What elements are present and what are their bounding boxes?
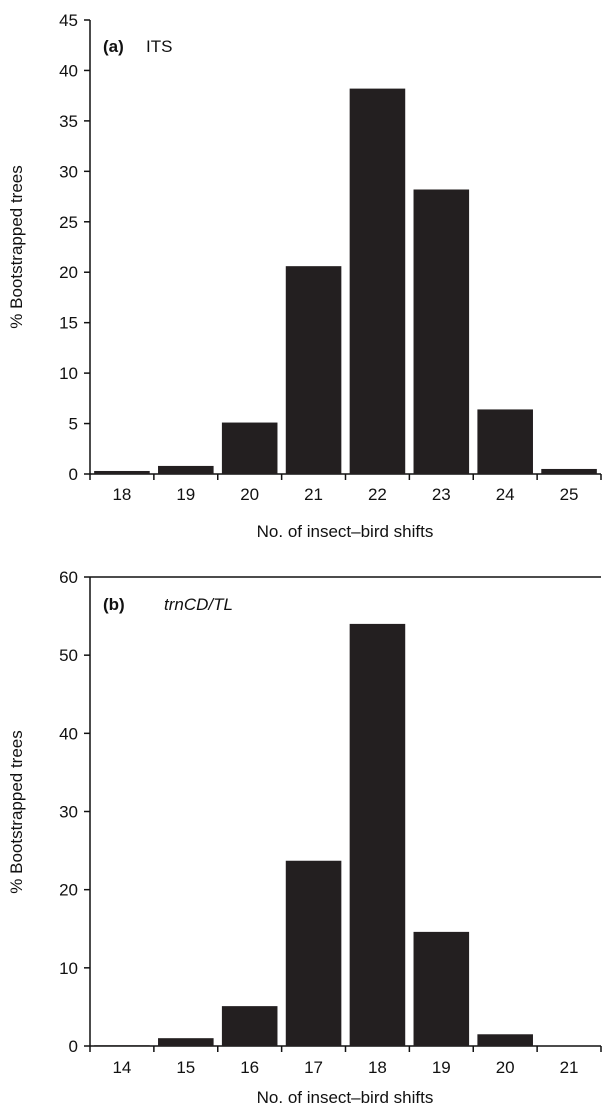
bar xyxy=(349,88,406,475)
y-tick-label: 10 xyxy=(59,959,78,978)
y-tick-label: 30 xyxy=(59,803,78,822)
panel-b: (b) trnCD/TL No. of insect–bird shifts %… xyxy=(7,568,602,1107)
bar xyxy=(413,931,470,1046)
y-tick-label: 40 xyxy=(59,724,78,743)
x-tick-label: 24 xyxy=(496,485,515,504)
x-tick-label: 17 xyxy=(304,1058,323,1077)
x-tick-label: 15 xyxy=(176,1058,195,1077)
bar xyxy=(477,409,533,474)
x-tick-label: 18 xyxy=(112,485,131,504)
bar xyxy=(158,1038,214,1046)
panel-name: trnCD/TL xyxy=(164,595,233,614)
x-tick-label: 14 xyxy=(112,1058,131,1077)
bar xyxy=(221,1006,278,1046)
x-ticks: 18 19 20 21 22 23 24 25 xyxy=(89,474,602,504)
y-tick-label: 40 xyxy=(59,61,78,80)
y-tick-label: 5 xyxy=(69,415,78,434)
y-axis-title: % Bootstrapped trees xyxy=(7,730,26,893)
x-tick-label: 21 xyxy=(560,1058,579,1077)
bar xyxy=(94,470,150,474)
y-tick-label: 25 xyxy=(59,213,78,232)
y-tick-label: 35 xyxy=(59,112,78,131)
x-ticks: 14 15 16 17 18 19 20 21 xyxy=(89,1046,602,1077)
bar xyxy=(413,189,470,474)
y-ticks: 0 5 10 15 20 25 30 35 40 45 xyxy=(59,11,90,484)
bar xyxy=(221,422,278,474)
bar xyxy=(285,860,342,1046)
y-tick-label: 60 xyxy=(59,568,78,587)
panel-a: (a) ITS No. of insect–bird shifts % Boot… xyxy=(7,11,602,541)
panel-letter: (a) xyxy=(103,37,124,56)
y-ticks: 0 10 20 30 40 50 60 xyxy=(59,568,90,1056)
x-tick-label: 18 xyxy=(368,1058,387,1077)
bar xyxy=(94,1045,150,1046)
x-axis-title: No. of insect–bird shifts xyxy=(257,1088,434,1107)
y-axis-title: % Bootstrapped trees xyxy=(7,165,26,328)
x-tick-label: 16 xyxy=(240,1058,259,1077)
bar xyxy=(349,623,406,1046)
x-tick-label: 21 xyxy=(304,485,323,504)
bar xyxy=(158,465,214,474)
bar xyxy=(285,266,342,474)
y-tick-label: 45 xyxy=(59,11,78,30)
y-tick-label: 30 xyxy=(59,162,78,181)
bar xyxy=(541,468,597,474)
panel-letter: (b) xyxy=(103,595,125,614)
y-tick-label: 15 xyxy=(59,314,78,333)
panel-name: ITS xyxy=(146,37,172,56)
x-tick-label: 19 xyxy=(176,485,195,504)
y-tick-label: 50 xyxy=(59,646,78,665)
bar xyxy=(477,1034,533,1046)
x-tick-label: 20 xyxy=(496,1058,515,1077)
y-tick-label: 20 xyxy=(59,881,78,900)
bar-series xyxy=(94,88,597,475)
bar-series xyxy=(94,623,533,1046)
y-tick-label: 0 xyxy=(69,1037,78,1056)
y-tick-label: 10 xyxy=(59,364,78,383)
x-tick-label: 23 xyxy=(432,485,451,504)
x-tick-label: 20 xyxy=(240,485,259,504)
x-axis-title: No. of insect–bird shifts xyxy=(257,522,434,541)
x-tick-label: 19 xyxy=(432,1058,451,1077)
y-tick-label: 0 xyxy=(69,465,78,484)
y-tick-label: 20 xyxy=(59,263,78,282)
x-tick-label: 22 xyxy=(368,485,387,504)
x-tick-label: 25 xyxy=(560,485,579,504)
